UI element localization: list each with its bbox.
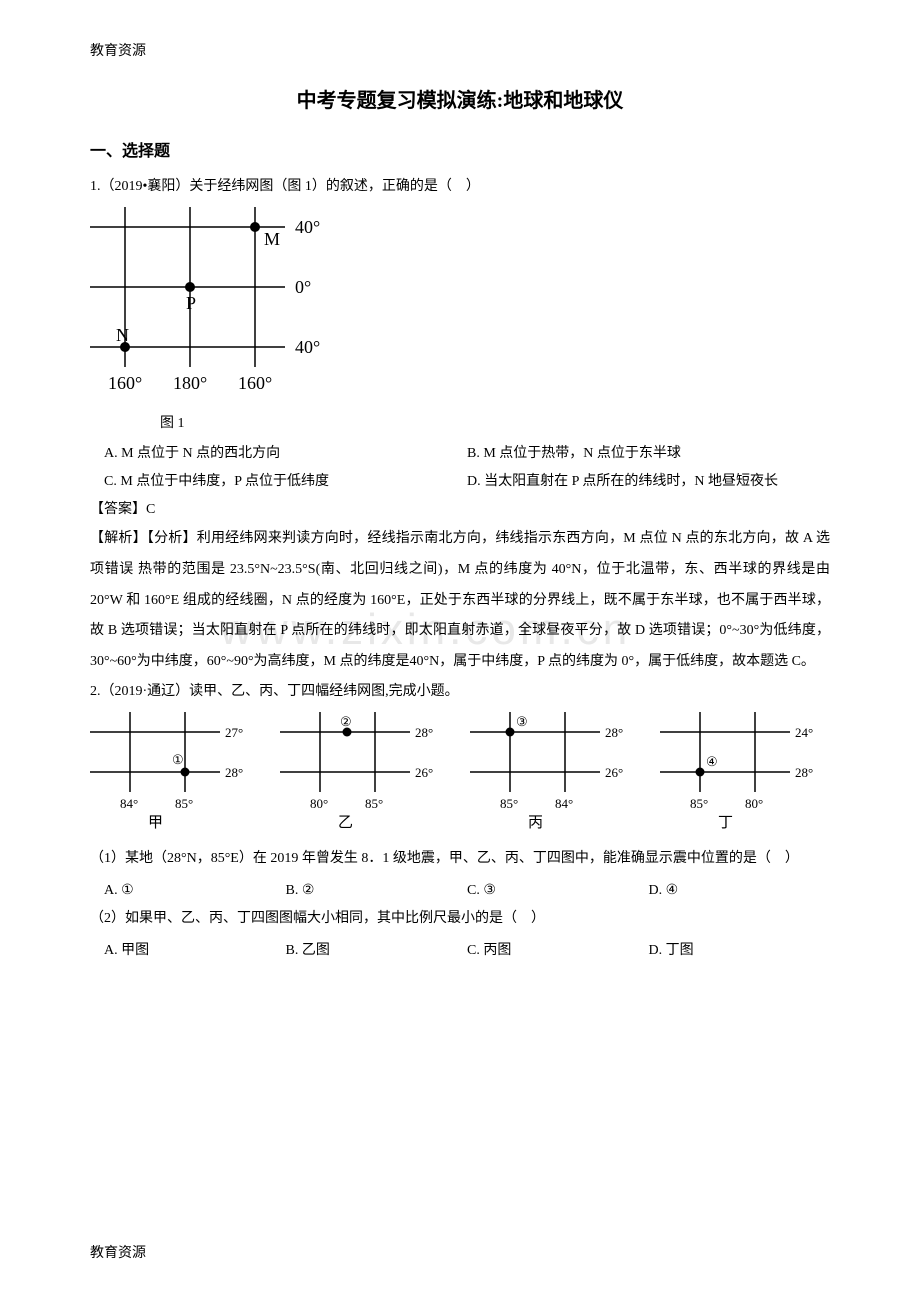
svg-text:28°: 28° [605,725,623,740]
label-P: P [186,293,196,313]
svg-text:27°: 27° [225,725,243,740]
q2-sub1-stem: （1）某地（28°N，85°E）在 2019 年曾发生 8．1 级地震，甲、乙、… [90,845,830,873]
lat-mid: 0° [295,277,311,297]
svg-text:24°: 24° [795,725,813,740]
label-N: N [116,325,129,345]
section-heading-1: 一、选择题 [90,137,830,161]
lat-bot: 40° [295,337,320,357]
q1-analysis: 【解析】【分析】利用经纬网来判读方向时，经线指示南北方向，纬线指示东西方向，M … [90,524,830,678]
q1-grid-svg: M P N 40° 0° 40° 160° 180° 160° [90,207,325,407]
svg-text:80°: 80° [310,796,328,811]
svg-text:84°: 84° [120,796,138,811]
page: 教育资源 www.zixin.com.cn 中考专题复习模拟演练:地球和地球仪 … [0,0,920,1302]
q1-option-a: A. M 点位于 N 点的西北方向 [104,440,467,468]
q1-options-row1: A. M 点位于 N 点的西北方向 B. M 点位于热带，N 点位于东半球 [90,440,830,468]
q2-sub2-d: D. 丁图 [649,937,831,965]
lon-mid: 180° [173,373,207,393]
svg-text:丁: 丁 [718,815,733,831]
svg-text:28°: 28° [225,765,243,780]
lon-right: 160° [238,373,272,393]
q2-sub2-a: A. 甲图 [104,937,286,965]
svg-text:28°: 28° [415,725,433,740]
q2-sub1-options: A. ① B. ② C. ③ D. ④ [90,877,830,905]
svg-text:①: ① [172,752,184,767]
q1-option-b: B. M 点位于热带，N 点位于东半球 [467,440,830,468]
svg-text:甲: 甲 [148,815,163,831]
lat-top: 40° [295,217,320,237]
q2-sub1-a: A. ① [104,877,286,905]
q1-options-row2: C. M 点位于中纬度，P 点位于低纬度 D. 当太阳直射在 P 点所在的纬线时… [90,468,830,496]
svg-text:26°: 26° [415,765,433,780]
page-footer: 教育资源 [90,1242,146,1262]
q2-sub2-b: B. 乙图 [286,937,468,965]
q1-option-d: D. 当太阳直射在 P 点所在的纬线时，N 地昼短夜长 [467,468,830,496]
q2-sub1-d: D. ④ [649,877,831,905]
svg-text:④: ④ [706,754,718,769]
svg-text:②: ② [340,714,352,729]
svg-text:85°: 85° [175,796,193,811]
q1-figure: M P N 40° 0° 40° 160° 180° 160° 图 1 [90,207,830,432]
q1-figure-caption: 图 1 [90,412,830,432]
svg-text:乙: 乙 [338,815,353,831]
page-header: 教育资源 [90,40,830,60]
lon-left: 160° [108,373,142,393]
q2-sub1-b: B. ② [286,877,468,905]
svg-text:丙: 丙 [528,815,543,831]
q2-sub2-options: A. 甲图 B. 乙图 C. 丙图 D. 丁图 [90,937,830,965]
svg-text:26°: 26° [605,765,623,780]
q2-panels-svg: ① 27° 28° 84° 85° 甲 ② 28° 26° [90,712,830,832]
q1-option-c: C. M 点位于中纬度，P 点位于低纬度 [104,468,467,496]
q2-sub2-c: C. 丙图 [467,937,649,965]
svg-text:85°: 85° [690,796,708,811]
svg-text:85°: 85° [365,796,383,811]
svg-text:28°: 28° [795,765,813,780]
svg-text:85°: 85° [500,796,518,811]
q1-stem: 1.（2019•襄阳）关于经纬网图（图 1）的叙述，正确的是（ ） [90,173,830,201]
q2-figure: ① 27° 28° 84° 85° 甲 ② 28° 26° [90,712,830,837]
label-M: M [264,229,280,249]
page-title: 中考专题复习模拟演练:地球和地球仪 [90,84,830,113]
q2-sub1-c: C. ③ [467,877,649,905]
svg-text:80°: 80° [745,796,763,811]
q2-stem: 2.（2019·通辽）读甲、乙、丙、丁四幅经纬网图,完成小题。 [90,678,830,706]
svg-text:③: ③ [516,714,528,729]
q2-sub2-stem: （2）如果甲、乙、丙、丁四图图幅大小相同，其中比例尺最小的是（ ） [90,905,830,933]
svg-text:84°: 84° [555,796,573,811]
q1-answer: 【答案】C [90,496,830,524]
